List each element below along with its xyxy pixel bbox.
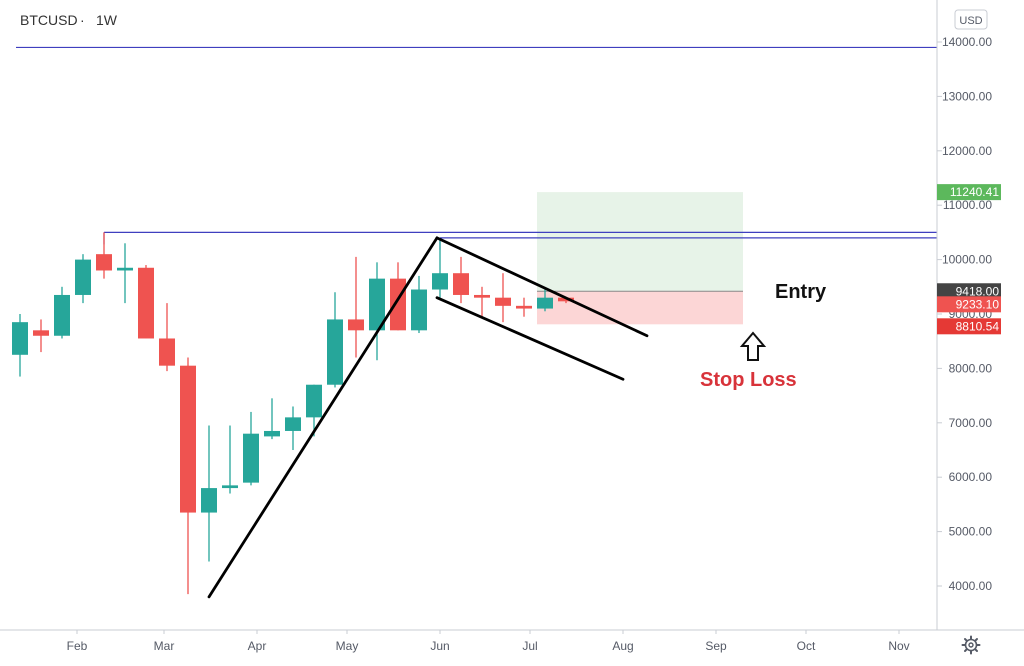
y-tick-label: 7000.00 [949, 416, 993, 430]
candle-body [138, 267, 154, 339]
y-tick-label: 13000.00 [942, 89, 992, 103]
price-axis[interactable]: 14000.00 13000.00 12000.00 11000.00 10000.00… [937, 35, 992, 593]
x-tick-label: Jul [522, 639, 537, 653]
price-badge-current [937, 296, 1001, 313]
candle-body [243, 433, 259, 483]
x-tick-label: Aug [612, 639, 633, 653]
x-tick-label: Oct [797, 639, 816, 653]
y-tick-label: 10000.00 [942, 253, 992, 267]
currency-badge-label: USD [959, 15, 982, 27]
candle-body [474, 294, 490, 298]
x-tick-label: Jun [430, 639, 449, 653]
price-badge-label: 8810.54 [956, 319, 1000, 333]
candles [12, 232, 574, 595]
x-tick-label: May [336, 639, 359, 653]
target-zone [537, 192, 743, 292]
y-tick-label: 11000.00 [943, 198, 992, 212]
candle-body [180, 365, 196, 513]
candle-body [12, 322, 28, 355]
candle-body [306, 384, 322, 418]
y-tick-label: 8000.00 [949, 361, 993, 375]
y-tick-label: 12000.00 [942, 144, 992, 158]
symbol-label: BTCUSD [20, 12, 78, 28]
candle-body [348, 319, 364, 331]
resistance-lines [16, 46, 937, 250]
stop-loss-label: Stop Loss [700, 369, 797, 391]
y-tick-label: 5000.00 [949, 525, 993, 539]
candle-body [159, 338, 175, 366]
trend-line [207, 236, 439, 599]
candle-body [537, 297, 553, 309]
entry-label: Entry [775, 281, 827, 303]
trend-lines [207, 236, 649, 599]
x-tick-label: Apr [248, 639, 267, 653]
y-tick-label: 6000.00 [949, 470, 993, 484]
price-badge-target [937, 184, 1001, 201]
candle-body [369, 278, 385, 331]
candle-body [201, 488, 217, 513]
candle-body [453, 273, 469, 295]
candle-body [222, 485, 238, 489]
timeframe-label: 1W [96, 12, 118, 28]
symbol-separator: · [80, 12, 85, 28]
price-badge-label: 11240.41 [950, 185, 999, 199]
candle-body [96, 254, 112, 271]
position-zones [537, 192, 743, 325]
candle-body [432, 273, 448, 290]
candle-body [54, 294, 70, 336]
gear-icon[interactable] [961, 635, 981, 655]
stop-zone [537, 291, 743, 325]
candle-body [495, 297, 511, 306]
candle-body [33, 330, 49, 336]
candle-body [327, 319, 343, 385]
candle-body [390, 278, 406, 331]
x-tick-label: Mar [154, 639, 175, 653]
trend-line [435, 236, 649, 338]
x-tick-label: Sep [705, 639, 727, 653]
trend-line [435, 296, 625, 381]
candle-body [516, 305, 532, 309]
price-badge-entry [937, 283, 1001, 300]
time-axis[interactable]: Feb Mar Apr May Jun Jul Aug Sep Oct Nov [67, 630, 910, 653]
x-tick-label: Nov [888, 639, 909, 653]
x-tick-label: Feb [67, 639, 88, 653]
candle-body [264, 430, 280, 437]
y-tick-label: 4000.00 [949, 579, 993, 593]
price-badge-stop [937, 318, 1001, 335]
currency-badge[interactable]: USD [954, 9, 988, 30]
candle-body [117, 267, 133, 271]
candle-body [75, 259, 91, 295]
candle-body [411, 289, 427, 331]
price-badge-label: 9418.00 [956, 284, 1000, 298]
price-badge-label: 9233.10 [956, 297, 1000, 311]
up-arrow-icon [739, 331, 767, 361]
y-tick-label: 14000.00 [942, 35, 992, 49]
candle-body [285, 417, 301, 431]
